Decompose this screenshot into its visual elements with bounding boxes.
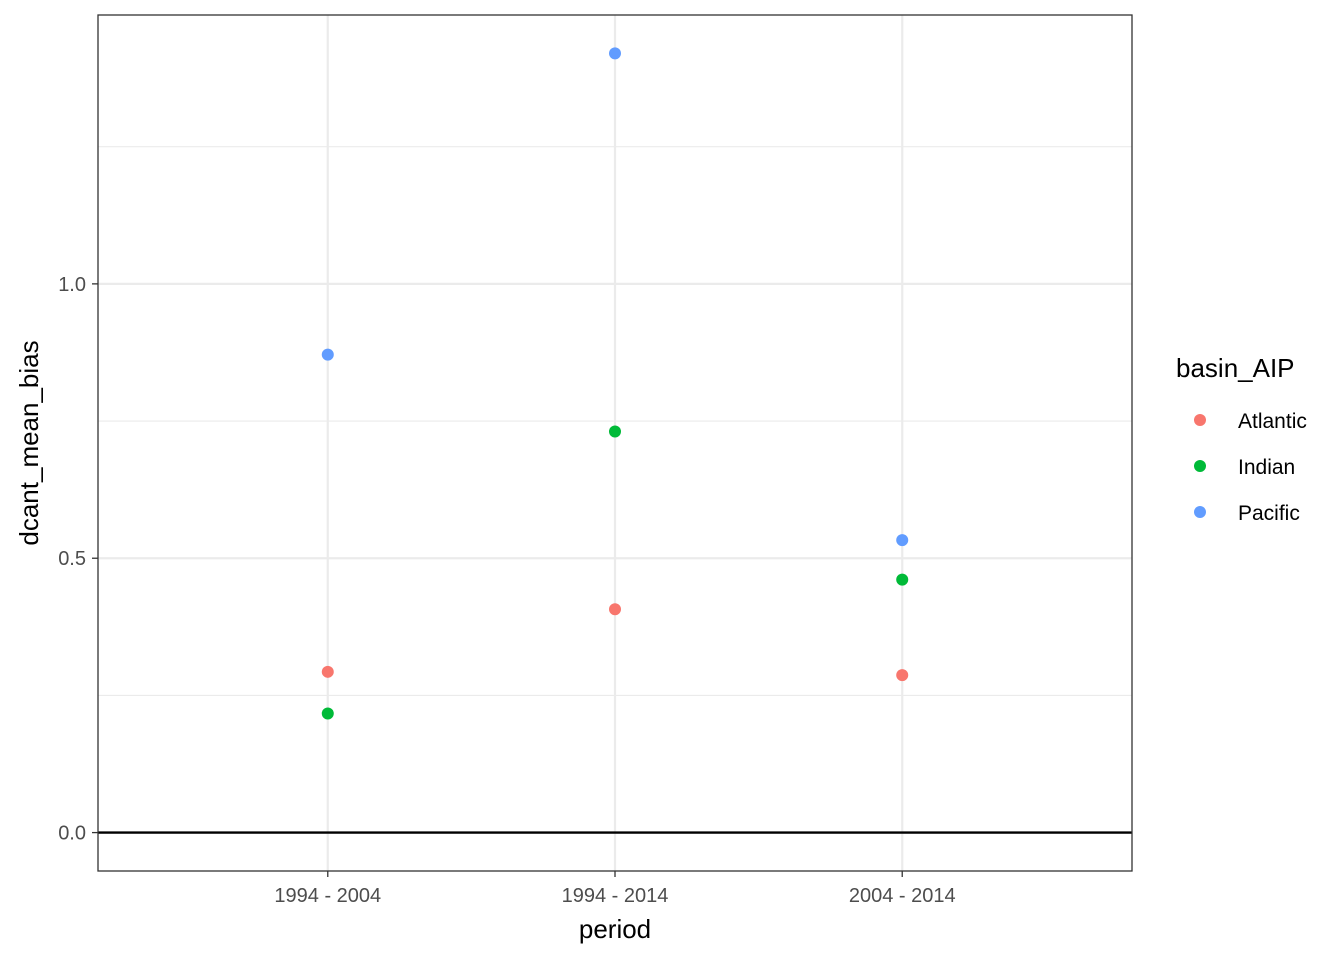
x-tick-label: 2004 - 2014 — [849, 885, 956, 907]
point-pacific-1 — [321, 348, 334, 361]
point-pacific-2 — [609, 47, 621, 60]
legend-title: basin_AIP — [1176, 353, 1295, 383]
data-points — [321, 47, 909, 720]
legend-key-atlantic — [1194, 414, 1206, 426]
x-tick-label: 1994 - 2014 — [562, 885, 669, 907]
x-axis: 1994 - 2004 1994 - 2014 2004 - 2014 — [274, 871, 956, 907]
legend-label-pacific: Pacific — [1238, 502, 1300, 525]
point-atlantic-2 — [609, 603, 621, 616]
legend-key-pacific — [1194, 506, 1206, 518]
point-pacific-3 — [896, 534, 909, 547]
y-tick-label: 0.0 — [58, 823, 86, 845]
legend: basin_AIP Atlantic Indian Pacific — [1176, 353, 1307, 525]
y-tick-label: 0.5 — [58, 548, 86, 570]
legend-label-atlantic: Atlantic — [1238, 410, 1307, 433]
point-indian-3 — [896, 573, 909, 586]
legend-label-indian: Indian — [1238, 456, 1295, 479]
y-axis-title: dcant_mean_bias — [14, 340, 44, 545]
x-axis-title: period — [579, 914, 651, 944]
y-axis: 0.0 0.5 1.0 — [58, 274, 98, 845]
point-atlantic-1 — [321, 665, 334, 678]
point-indian-1 — [321, 707, 334, 720]
y-tick-label: 1.0 — [58, 274, 86, 296]
legend-key-indian — [1194, 460, 1206, 472]
point-atlantic-3 — [896, 669, 909, 682]
point-indian-2 — [609, 425, 621, 438]
x-tick-label: 1994 - 2004 — [274, 885, 381, 907]
